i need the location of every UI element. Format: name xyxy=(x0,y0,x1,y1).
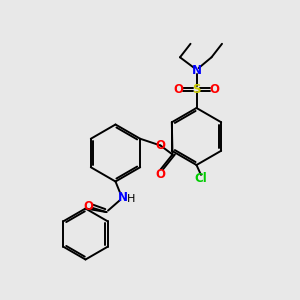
Text: O: O xyxy=(155,139,166,152)
Text: N: N xyxy=(118,190,128,204)
Text: S: S xyxy=(192,83,201,96)
Text: O: O xyxy=(209,83,219,96)
Text: H: H xyxy=(127,194,136,204)
Text: O: O xyxy=(83,200,94,214)
Text: O: O xyxy=(155,167,166,181)
Text: N: N xyxy=(191,64,202,77)
Text: O: O xyxy=(174,83,184,96)
Text: Cl: Cl xyxy=(195,172,207,185)
